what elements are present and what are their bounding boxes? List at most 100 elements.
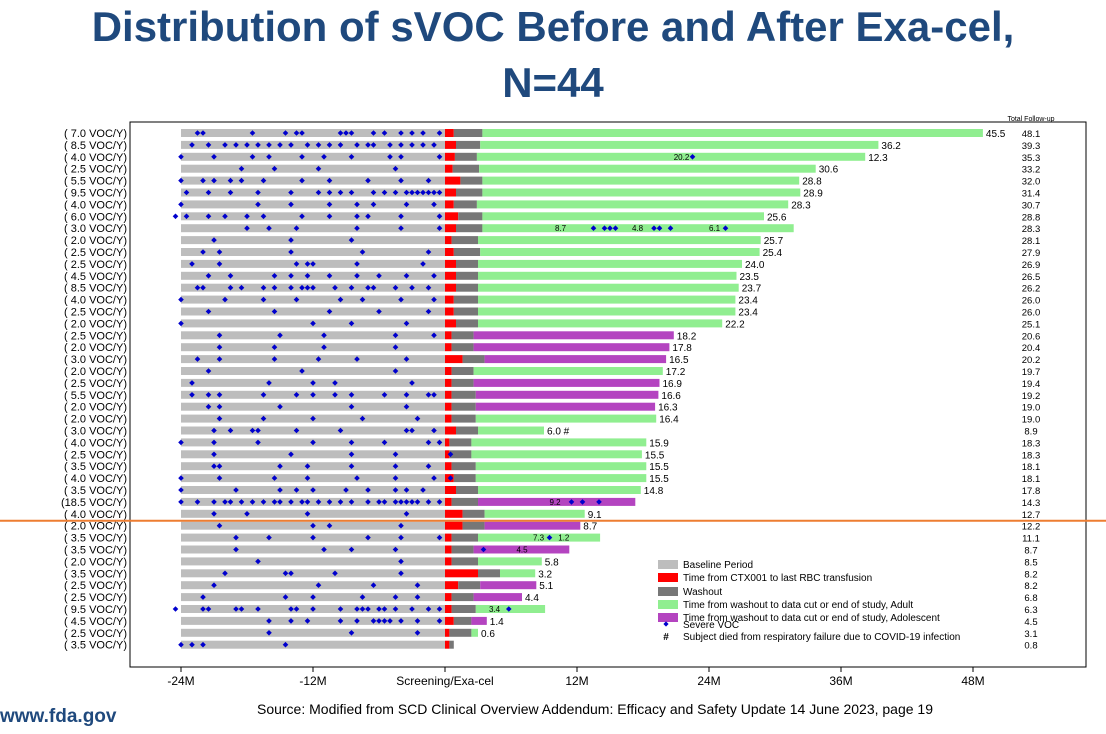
row-label: ( 8.5 VOC/Y) [64, 283, 127, 295]
voc-marker [304, 261, 311, 267]
voc-marker [447, 451, 454, 458]
voc-marker [200, 641, 206, 648]
voc-marker [216, 344, 223, 350]
voc-marker [266, 618, 272, 624]
baseline-bar [181, 271, 445, 280]
voc-marker [315, 582, 322, 588]
voc-marker [381, 392, 388, 398]
voc-marker [271, 165, 278, 172]
voc-marker [260, 284, 267, 291]
voc-marker [255, 142, 261, 148]
total-followup-value: 6.8 [1024, 593, 1037, 604]
voc-marker [381, 606, 388, 612]
voc-marker [332, 284, 338, 291]
washout-bar [449, 450, 472, 459]
voc-marker [398, 618, 404, 624]
baseline-bar [181, 188, 445, 197]
voc-marker [315, 499, 322, 505]
row-label: ( 2.5 VOC/Y) [64, 330, 127, 342]
voc-marker [282, 130, 289, 136]
voc-marker [343, 487, 349, 493]
voc-marker [172, 213, 179, 220]
ctx-bar [445, 426, 456, 435]
voc-marker [222, 570, 228, 577]
end-label: 6.0 # [547, 427, 570, 438]
voc-marker [480, 546, 487, 553]
row-label: ( 3.5 VOC/Y) [64, 545, 127, 557]
voc-marker [409, 189, 415, 196]
fda-url[interactable]: www.fda.gov [0, 706, 117, 727]
ctx-bar [445, 402, 452, 411]
voc-marker [211, 463, 217, 469]
voc-marker [249, 499, 256, 505]
ctx-bar [445, 295, 454, 304]
voc-marker [376, 308, 382, 315]
baseline-bar [181, 200, 445, 209]
ctx-bar [445, 414, 452, 423]
voc-marker [288, 249, 294, 255]
row-label: ( 3.0 VOC/Y) [64, 354, 127, 366]
voc-marker [348, 546, 355, 553]
ctx-bar [445, 486, 456, 494]
voc-marker [233, 546, 239, 553]
voc-marker [211, 499, 217, 505]
ctx-bar [445, 140, 456, 149]
baseline-bar [181, 140, 445, 149]
adult-followup-bar [478, 283, 739, 292]
adolescent-followup-bar [473, 545, 570, 554]
voc-marker [260, 213, 267, 220]
voc-marker [409, 284, 415, 291]
ctx-bar [445, 307, 454, 316]
washout-bar [451, 497, 478, 506]
row-label: ( 3.5 VOC/Y) [64, 533, 127, 545]
legend-label: Subject died from respiratory failure du… [683, 632, 960, 643]
ctx-bar [445, 355, 463, 364]
voc-marker [178, 475, 184, 481]
inline-annotation: 7.3 [533, 534, 545, 543]
voc-marker [178, 296, 184, 303]
washout-bar [456, 224, 483, 233]
total-followup-value: 6.3 [1024, 605, 1037, 616]
voc-marker [271, 273, 278, 279]
adolescent-followup-bar [484, 521, 581, 530]
adolescent-followup-bar [473, 378, 660, 387]
voc-marker [310, 380, 316, 386]
voc-marker [431, 142, 437, 148]
voc-marker [403, 511, 410, 517]
row-label: ( 2.5 VOC/Y) [64, 592, 127, 604]
voc-marker [431, 296, 437, 303]
voc-marker [304, 499, 311, 505]
voc-marker [200, 249, 206, 255]
voc-marker [288, 618, 294, 624]
voc-marker [381, 499, 388, 505]
inline-annotation: 20.2 [674, 153, 690, 162]
x-tick-label: 12M [565, 674, 588, 688]
row-label: ( 5.5 VOC/Y) [64, 176, 127, 188]
total-followup-value: 18.3 [1022, 438, 1041, 449]
total-followup-value: 4.5 [1024, 617, 1037, 628]
row-label: ( 9.5 VOC/Y) [64, 604, 127, 616]
voc-marker [227, 273, 234, 279]
voc-marker [304, 463, 311, 469]
voc-marker [189, 261, 195, 267]
voc-marker [222, 499, 228, 505]
ctx-bar [445, 557, 452, 566]
voc-marker [425, 308, 432, 315]
ctx-bar [445, 390, 452, 399]
voc-marker [420, 189, 426, 196]
voc-marker [288, 570, 294, 577]
row-label: ( 2.5 VOC/Y) [64, 164, 127, 176]
voc-marker [332, 392, 338, 398]
row-label: ( 5.5 VOC/Y) [64, 390, 127, 402]
adolescent-followup-bar [473, 331, 674, 340]
end-label: 23.7 [742, 284, 762, 295]
voc-marker [409, 427, 415, 434]
ctx-bar [445, 236, 452, 245]
total-followup-value: 32.0 [1022, 177, 1041, 188]
voc-marker [194, 499, 201, 505]
total-followup-value: 8.9 [1024, 427, 1037, 438]
adult-followup-bar [482, 212, 764, 221]
voc-marker [205, 189, 212, 196]
voc-marker [398, 154, 404, 160]
end-label: 16.9 [663, 379, 683, 390]
